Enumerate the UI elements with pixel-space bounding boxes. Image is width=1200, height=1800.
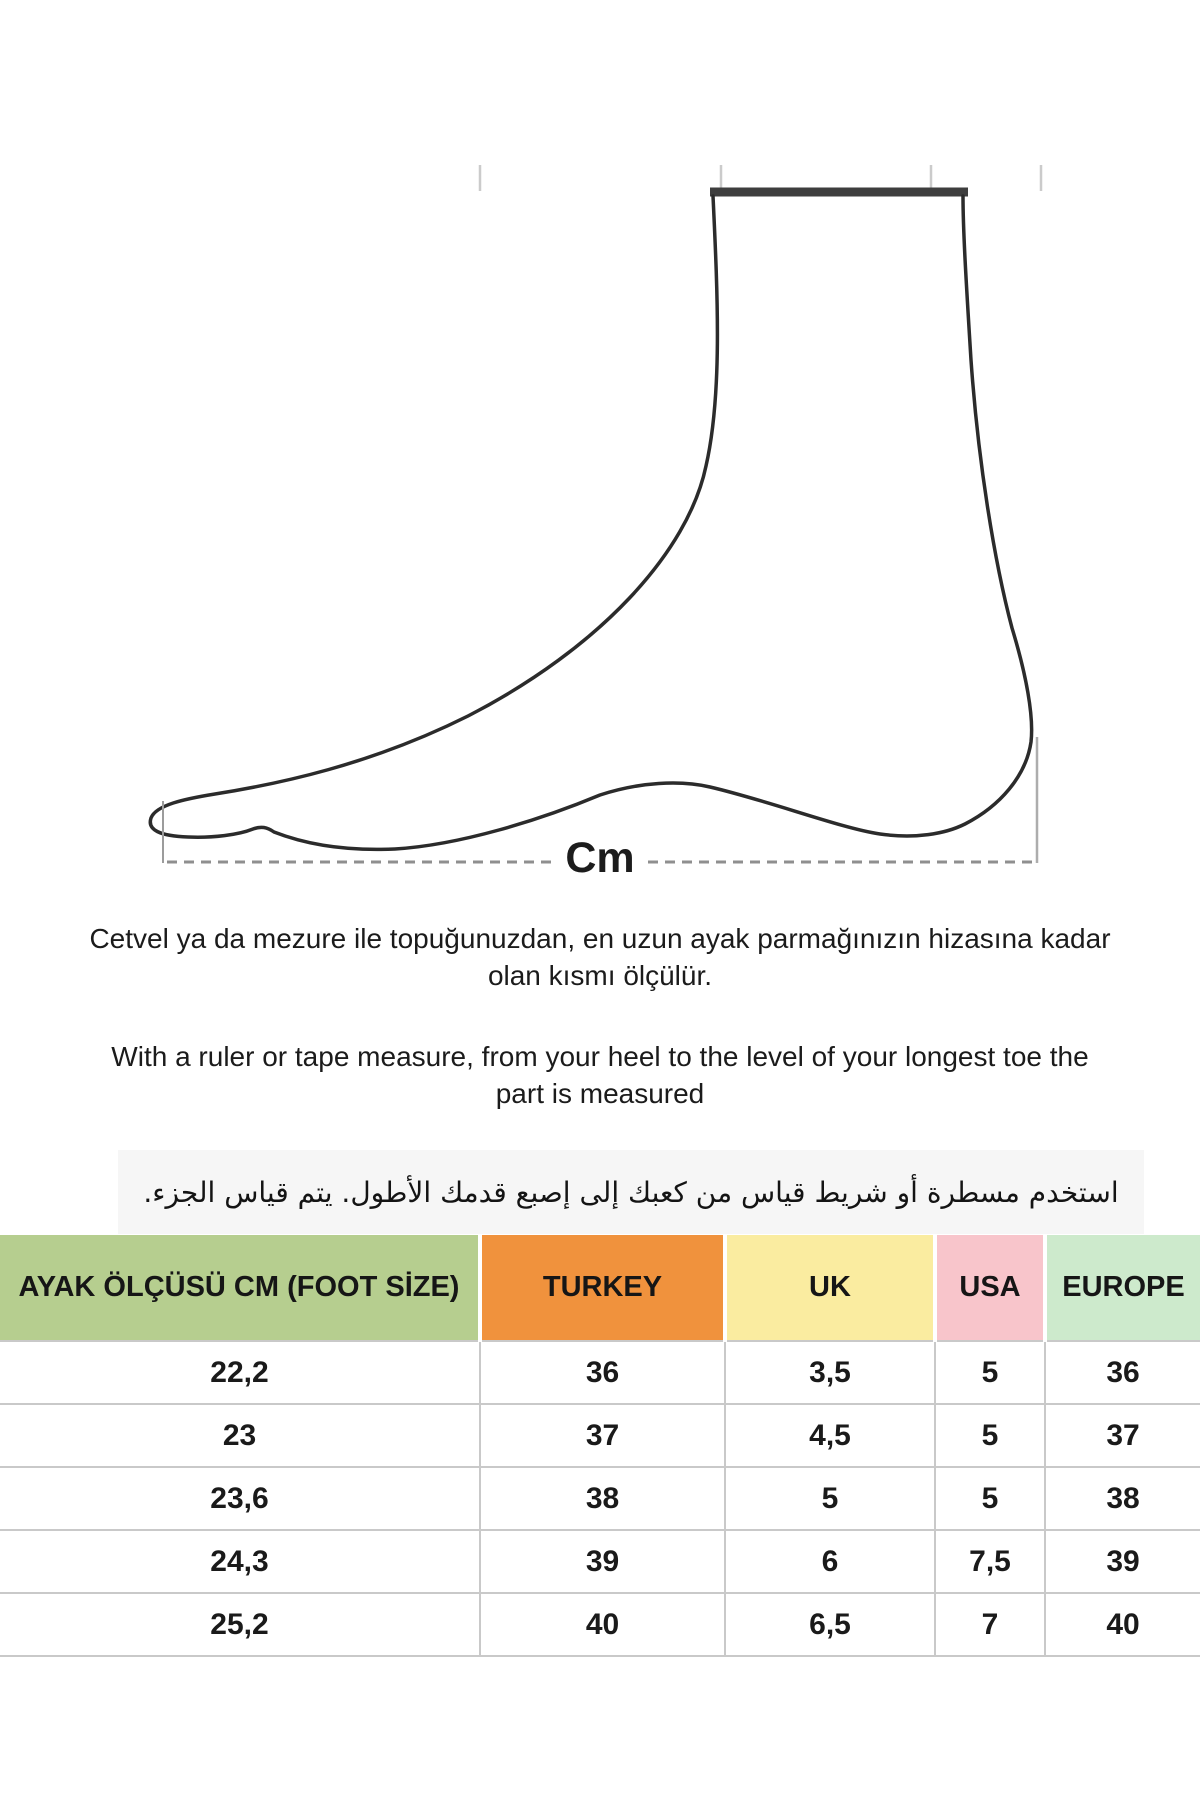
column-header: TURKEY [480,1235,727,1341]
table-row: 23,6 38 5 5 38 [0,1466,1200,1530]
table-cell: 25,2 [0,1592,481,1657]
instruction-english: With a ruler or tape measure, from your … [111,1041,1089,1109]
table-cell: 23 [0,1403,481,1467]
instruction-arabic-box: استخدم مسطرة أو شريط قياس من كعبك إلى إص… [118,1150,1144,1234]
table-cell: 36 [1045,1340,1200,1404]
table-cell: 7,5 [935,1529,1046,1593]
table-cell: 5 [935,1403,1046,1467]
table-row: 22,2 36 3,5 5 36 [0,1340,1200,1404]
table-cell: 6 [725,1529,936,1593]
table-cell: 37 [480,1403,726,1467]
table-cell: 40 [480,1592,726,1657]
instruction-arabic: استخدم مسطرة أو شريط قياس من كعبك إلى إص… [143,1175,1119,1209]
table-cell: 3,5 [725,1340,936,1404]
table-cell: 39 [480,1529,726,1593]
foot-outline-path [148,194,1034,852]
table-cell: 5 [935,1340,1046,1404]
column-header: AYAK ÖLÇÜSÜ CM (FOOT SİZE) [0,1235,482,1341]
table-cell: 5 [935,1466,1046,1530]
table-cell: 22,2 [0,1340,481,1404]
table-cell: 6,5 [725,1592,936,1657]
table-cell: 38 [1045,1466,1200,1530]
table-cell: 5 [725,1466,936,1530]
table-cell: 37 [1045,1403,1200,1467]
size-conversion-table: AYAK ÖLÇÜSÜ CM (FOOT SİZE) TURKEY UK USA EUR… [0,1235,1200,1657]
table-cell: 24,3 [0,1529,481,1593]
table-cell: 23,6 [0,1466,481,1530]
column-header: EUROPE [1045,1235,1200,1341]
column-header: USA [935,1235,1047,1341]
table-row: 24,3 39 6 7,5 39 [0,1529,1200,1593]
table-header-row: AYAK ÖLÇÜSÜ CM (FOOT SİZE) TURKEY UK USA EUR… [0,1235,1200,1341]
table-cell: 39 [1045,1529,1200,1593]
table-body: 22,2 36 3,5 5 36 23 37 4,5 5 37 23,6 38 5 5 38 24,3 39 6 7… [0,1340,1200,1657]
cm-measurement-label: Cm [565,834,635,882]
instruction-turkish: Cetvel ya da mezure ile topuğunuzdan, en… [89,923,1111,991]
table-cell: 38 [480,1466,726,1530]
table-cell: 7 [935,1592,1046,1657]
table-row: 23 37 4,5 5 37 [0,1403,1200,1467]
table-row: 25,2 40 6,5 7 40 [0,1592,1200,1657]
column-header: UK [725,1235,937,1341]
table-cell: 4,5 [725,1403,936,1467]
foot-measurement-diagram [148,165,1043,864]
table-cell: 40 [1045,1592,1200,1657]
ruler-ticks [478,165,1043,191]
table-cell: 36 [480,1340,726,1404]
